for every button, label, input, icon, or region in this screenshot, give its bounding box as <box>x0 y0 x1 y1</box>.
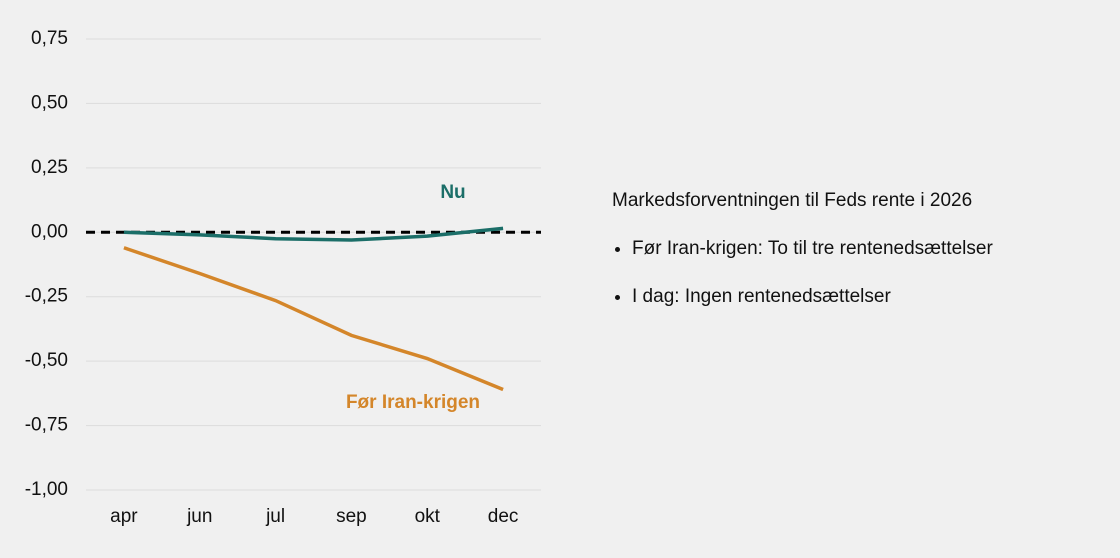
note-item: Før Iran-krigen: To til tre rentenedsætt… <box>632 238 1102 260</box>
y-tick-label: -1,00 <box>25 479 68 500</box>
y-tick-label: 0,50 <box>31 92 68 113</box>
y-tick-label: -0,50 <box>25 350 68 371</box>
x-tick-label: jun <box>186 506 212 527</box>
y-tick-label: -0,75 <box>25 415 68 436</box>
notes: Markedsforventningen til Feds rente i 20… <box>612 190 1102 334</box>
x-tick-label: okt <box>415 506 441 527</box>
y-tick-label: 0,00 <box>31 221 68 242</box>
chart: 0,75 0,50 0,25 0,00 -0,25 -0,50 -0,75 -1,00 apr j… <box>25 28 541 527</box>
series-label: Før Iran-krigen <box>346 392 480 413</box>
note-item: I dag: Ingen rentenedsættelser <box>632 286 1102 308</box>
y-tick-label: 0,75 <box>31 28 68 49</box>
y-tick-label: 0,25 <box>31 157 68 178</box>
series-label: Nu <box>440 182 465 203</box>
series-line <box>123 246 504 392</box>
y-tick-label: -0,25 <box>25 286 68 307</box>
notes-list: Før Iran-krigen: To til tre rentenedsætt… <box>612 238 1102 308</box>
x-tick-label: apr <box>110 506 138 527</box>
x-tick-label: sep <box>336 506 367 527</box>
x-tick-label: dec <box>488 506 519 527</box>
series-line <box>123 226 504 242</box>
notes-title: Markedsforventningen til Feds rente i 20… <box>612 190 973 211</box>
x-tick-label: jul <box>265 506 285 527</box>
